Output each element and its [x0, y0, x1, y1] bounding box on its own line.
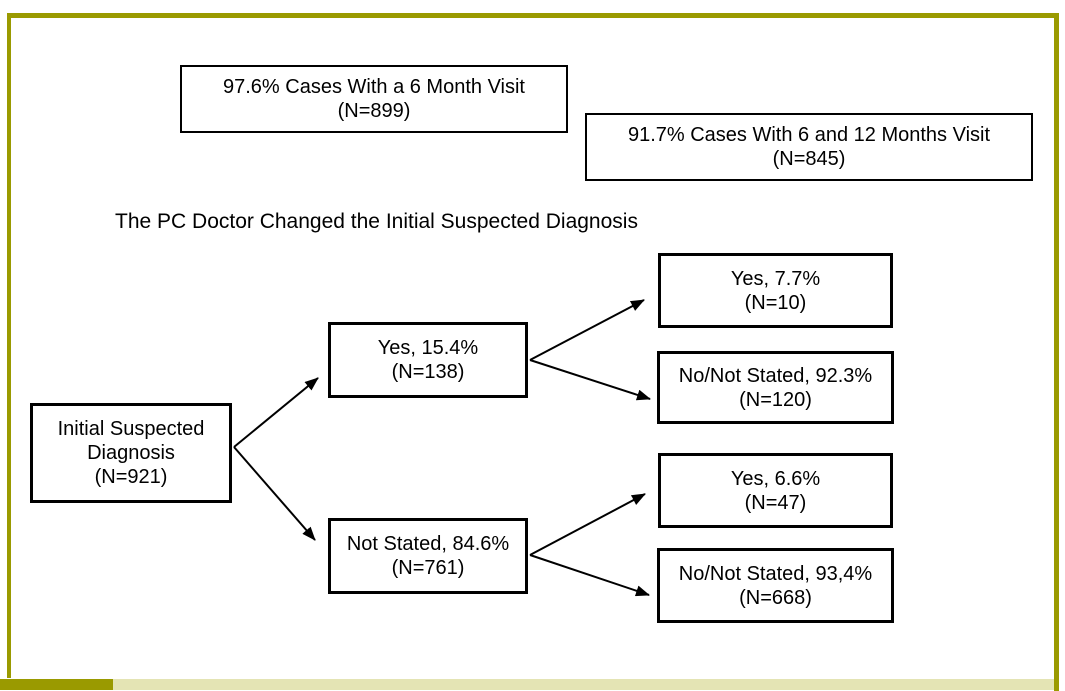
- flow-box-line: No/Not Stated, 93,4%: [678, 562, 873, 585]
- info-box-line: 91.7% Cases With 6 and 12 Months Visit: [627, 124, 991, 146]
- diagram-title: The PC Doctor Changed the Initial Suspec…: [115, 210, 638, 233]
- flow-box-line: (N=10): [744, 291, 807, 314]
- flow-box-initial-suspected-diagnosis: Initial Suspected Diagnosis (N=921): [30, 403, 232, 503]
- flow-box-line: Not Stated, 84.6%: [346, 533, 510, 555]
- flow-box-line: (N=120): [739, 388, 812, 411]
- frame-right-border: [1054, 13, 1059, 691]
- frame-left-border: [7, 13, 11, 678]
- info-box-6-and-12-month-visit: 91.7% Cases With 6 and 12 Months Visit (…: [585, 113, 1033, 181]
- flow-box-line: (N=138): [391, 361, 465, 383]
- arrow-yes-to-no: [529, 359, 651, 401]
- flow-box-line: (N=47): [744, 491, 807, 514]
- arrow-root-to-yes: [233, 377, 319, 448]
- flow-box-line: (N=921): [94, 466, 168, 488]
- footer-accent-bar: [0, 679, 113, 690]
- flow-box-no-not-stated-93-4: No/Not Stated, 93,4% (N=668): [657, 548, 894, 623]
- info-box-line: (N=845): [772, 148, 846, 170]
- flow-box-line: Diagnosis: [87, 442, 175, 464]
- arrow-yes-to-yes: [529, 299, 645, 361]
- arrow-root-to-notstated: [233, 446, 316, 541]
- flow-box-changed-not-stated: Not Stated, 84.6% (N=761): [328, 518, 528, 594]
- arrow-notstated-to-no: [529, 554, 650, 597]
- flow-box-line: Yes, 7.7%: [730, 267, 821, 290]
- info-box-line: 97.6% Cases With a 6 Month Visit: [223, 76, 525, 98]
- flow-box-line: No/Not Stated, 92.3%: [678, 364, 873, 387]
- flow-box-line: (N=668): [739, 586, 812, 609]
- footer-bar: [113, 679, 1054, 690]
- flow-box-changed-yes: Yes, 15.4% (N=138): [328, 322, 528, 398]
- flow-box-line: (N=761): [391, 557, 465, 579]
- frame-top-border: [7, 13, 1057, 18]
- flow-box-yes-6-6: Yes, 6.6% (N=47): [658, 453, 893, 528]
- flow-box-yes-7-7: Yes, 7.7% (N=10): [658, 253, 893, 328]
- flow-box-line: Yes, 6.6%: [730, 467, 821, 490]
- info-box-line: (N=899): [337, 100, 411, 122]
- info-box-6-month-visit: 97.6% Cases With a 6 Month Visit (N=899): [180, 65, 568, 133]
- flow-box-no-not-stated-92-3: No/Not Stated, 92.3% (N=120): [657, 351, 894, 424]
- flow-box-line: Yes, 15.4%: [377, 337, 479, 359]
- flow-box-line: Initial Suspected: [57, 418, 205, 440]
- arrow-notstated-to-yes: [529, 493, 646, 556]
